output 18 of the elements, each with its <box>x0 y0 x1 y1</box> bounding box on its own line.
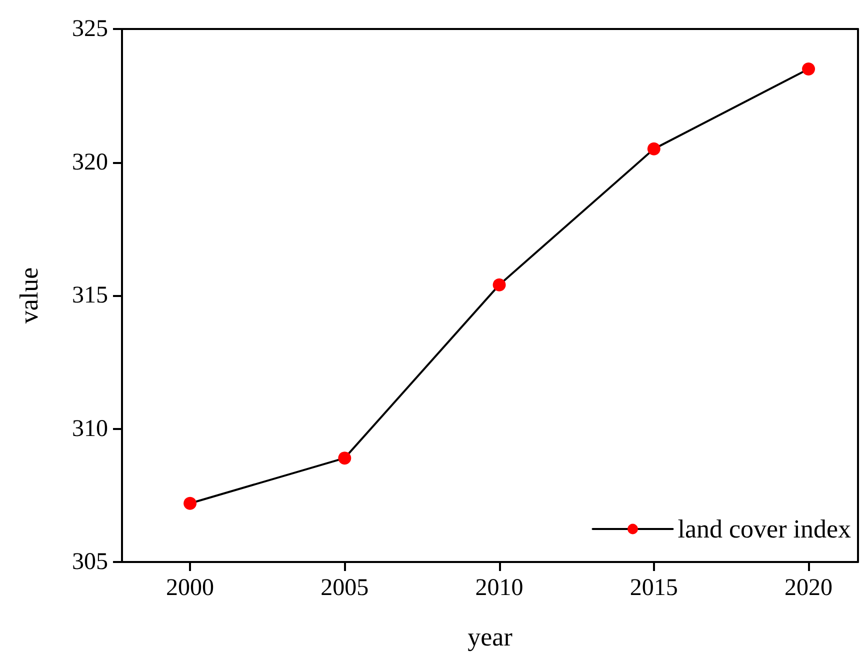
point <box>492 278 506 292</box>
y-tick-label: 305 <box>72 549 108 575</box>
x-tick-label: 2020 <box>784 575 833 601</box>
point <box>184 496 197 510</box>
y-tick-label: 325 <box>72 16 108 42</box>
x-tick-label: 2005 <box>320 575 369 601</box>
y-tick-label: 315 <box>72 282 108 308</box>
legend-label: land cover index <box>678 514 851 544</box>
point <box>802 62 816 76</box>
y-tick-label: 310 <box>72 416 108 442</box>
x-tick-label: 2000 <box>166 575 214 601</box>
y-tick-label: 320 <box>72 149 108 176</box>
x-tick-label: 2015 <box>630 575 678 601</box>
point <box>647 142 660 156</box>
y-axis-title: value <box>14 267 44 324</box>
point <box>338 452 352 465</box>
x-axis-title: year <box>468 622 513 652</box>
x-tick-label: 2010 <box>475 575 524 601</box>
